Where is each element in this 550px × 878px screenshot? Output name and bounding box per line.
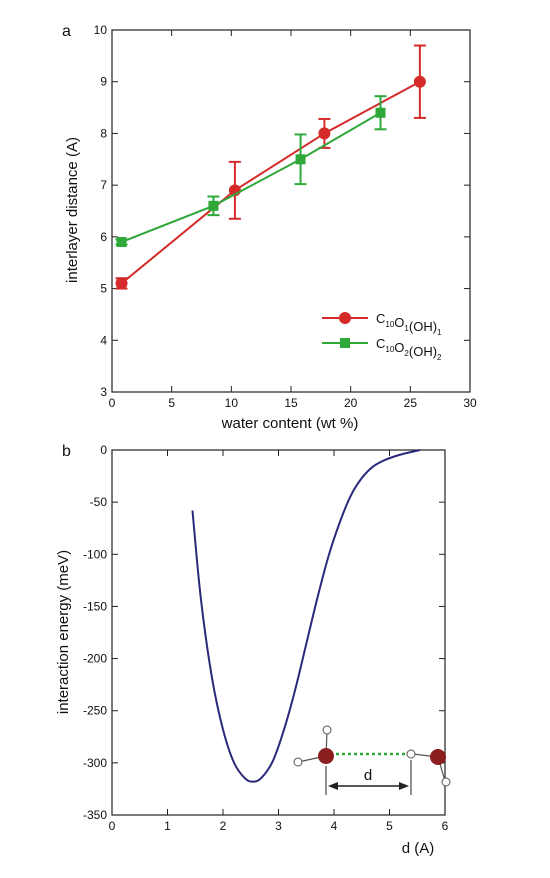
x-tick-label: 5 [386,819,393,833]
x-tick-label: 15 [284,396,298,410]
x-tick-label: 20 [344,396,358,410]
y-tick-label: 7 [100,178,107,192]
legend-label: C10O2(OH)2 [376,336,442,362]
y-tick-label: -100 [83,547,107,561]
x-tick-label: 30 [463,396,477,410]
y-tick-label: -200 [83,652,107,666]
inset-oxygen-atom [430,749,446,765]
x-tick-label: 0 [109,396,116,410]
inset-arrowhead-left [328,782,338,790]
y-tick-label: -350 [83,808,107,822]
inset-hydrogen-atom [406,749,416,759]
data-point [295,154,306,165]
panel-b-chart: b d (A) interaction energy (meV) 0 1 2 3 4 5 6… [55,443,451,857]
y-tick-label: 9 [100,75,107,89]
inset-hydrogen-atom [322,725,332,735]
y-tick-label: 0 [100,443,107,457]
legend-marker [340,338,350,348]
y-tick-label: -150 [83,599,107,613]
panel-b-y-axis-label: interaction energy (meV) [55,550,72,714]
panel-a-y-axis-label: interlayer distance (A) [64,137,81,283]
energy-curve [191,449,421,783]
data-point [413,75,426,88]
y-tick-label: -250 [83,704,107,718]
series-line-1 [120,80,421,285]
legend-label: C10O1(OH)1 [376,311,442,337]
panel-a-label: a [62,23,71,40]
y-tick-label: 4 [100,333,107,347]
x-tick-label: 2 [220,819,227,833]
inset-hydrogen-atom [441,777,451,787]
series-line-2 [121,111,382,243]
y-tick-label: 5 [100,282,107,296]
y-tick-label: 10 [94,23,108,37]
y-tick-label: 8 [100,126,107,140]
panel-a-x-axis-label: water content (wt %) [221,415,359,432]
y-tick-label: -300 [83,756,107,770]
y-tick-label: -50 [90,495,108,509]
legend-marker [339,312,351,324]
data-point [116,237,127,248]
panel-b-x-axis-label: d (A) [402,840,435,857]
plot-frame [111,449,446,816]
data-point [318,127,331,140]
x-tick-label: 0 [109,819,116,833]
inset-arrowhead-right [399,782,409,790]
x-tick-label: 4 [331,819,338,833]
x-tick-label: 6 [442,819,449,833]
inset-oxygen-atom [318,748,334,764]
x-tick-label: 10 [225,396,239,410]
x-tick-label: 5 [168,396,175,410]
x-tick-label: 1 [164,819,171,833]
x-tick-label: 25 [404,396,418,410]
panel-a-chart: a water content (wt %) interlayer distan… [62,23,477,432]
y-tick-label: 3 [100,385,107,399]
molecule-inset: d [293,725,451,795]
x-tick-label: 3 [275,819,282,833]
data-point [115,277,128,290]
inset-hydrogen-atom [293,757,303,767]
inset-distance-label: d [364,767,372,784]
data-point [208,200,219,211]
panel-b-label: b [62,443,71,460]
data-point [375,107,386,118]
y-tick-label: 6 [100,230,107,244]
